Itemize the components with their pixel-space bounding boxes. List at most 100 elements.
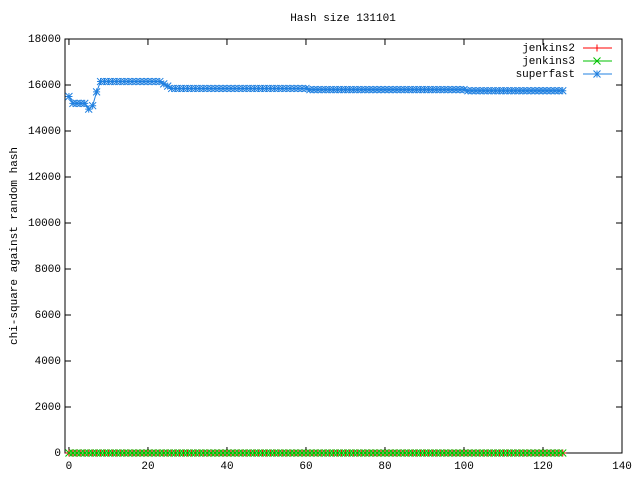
point <box>223 449 231 457</box>
point <box>547 449 555 457</box>
point <box>76 449 85 457</box>
point <box>88 101 97 110</box>
point <box>234 84 243 93</box>
point <box>550 449 559 457</box>
point <box>310 449 318 457</box>
point <box>337 85 346 94</box>
point <box>219 84 227 93</box>
y-axis-label: chi-square against random hash <box>9 147 21 345</box>
x-tick-label: 0 <box>66 461 73 473</box>
point <box>456 449 464 457</box>
point <box>456 85 464 94</box>
point <box>432 449 441 457</box>
point <box>187 449 196 457</box>
point <box>167 84 176 93</box>
point <box>234 449 243 457</box>
point <box>254 449 263 457</box>
point <box>104 449 113 457</box>
point <box>302 449 310 457</box>
point <box>464 86 472 95</box>
point <box>270 84 279 93</box>
point <box>400 449 409 457</box>
point <box>428 449 437 457</box>
point <box>199 84 208 93</box>
point <box>329 85 338 94</box>
point <box>242 84 251 93</box>
point <box>373 85 381 94</box>
point <box>444 85 453 94</box>
point <box>246 84 255 93</box>
legend-label: jenkins2 <box>522 43 575 55</box>
point <box>171 449 180 457</box>
point <box>108 449 117 457</box>
point <box>183 84 192 93</box>
point <box>464 449 472 457</box>
point <box>231 449 239 457</box>
point <box>503 449 512 457</box>
point <box>468 449 476 457</box>
point <box>258 449 267 457</box>
point <box>558 449 567 457</box>
point <box>321 449 330 457</box>
point <box>412 85 421 94</box>
point <box>144 77 152 86</box>
point <box>76 99 85 108</box>
point <box>440 85 449 94</box>
point <box>471 86 480 95</box>
point <box>479 449 488 457</box>
point <box>483 86 492 95</box>
point <box>389 85 397 94</box>
point <box>487 449 496 457</box>
point <box>163 449 172 457</box>
point <box>187 84 196 93</box>
point <box>92 449 101 457</box>
point <box>475 449 484 457</box>
point <box>389 449 397 457</box>
point <box>460 449 468 457</box>
point <box>199 449 208 457</box>
point <box>420 449 429 457</box>
point <box>69 449 77 457</box>
point <box>329 449 338 457</box>
point <box>432 85 441 94</box>
point <box>310 85 318 94</box>
point <box>136 77 144 86</box>
point <box>468 86 476 95</box>
x-tick-label: 80 <box>378 461 391 473</box>
point <box>396 85 405 94</box>
point <box>535 449 543 457</box>
point <box>436 449 445 457</box>
point <box>112 77 121 86</box>
point <box>250 449 259 457</box>
point <box>203 84 212 93</box>
point <box>65 449 73 457</box>
point <box>543 86 551 95</box>
point <box>294 449 302 457</box>
point <box>254 84 263 93</box>
point <box>298 449 306 457</box>
point <box>282 84 291 93</box>
point <box>412 449 421 457</box>
point <box>227 449 235 457</box>
point <box>448 449 456 457</box>
point <box>132 449 140 457</box>
point <box>100 77 109 86</box>
point <box>231 84 239 93</box>
point <box>377 449 385 457</box>
point <box>369 449 377 457</box>
point <box>124 77 133 86</box>
y-tick-label: 6000 <box>35 310 61 322</box>
point <box>262 84 271 93</box>
y-tick-label: 16000 <box>28 80 61 92</box>
point <box>270 449 279 457</box>
point <box>167 449 176 457</box>
point <box>369 85 377 94</box>
point <box>321 85 330 94</box>
point <box>448 85 456 94</box>
point <box>436 85 445 94</box>
point <box>282 449 291 457</box>
point <box>278 84 287 93</box>
point <box>554 449 563 457</box>
point <box>128 449 137 457</box>
